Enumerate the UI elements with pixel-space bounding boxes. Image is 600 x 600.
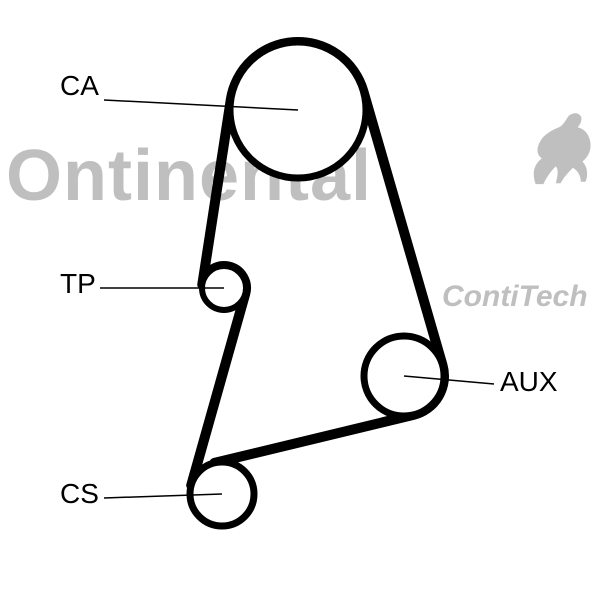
label-tp: TP bbox=[60, 268, 96, 300]
label-ca: CA bbox=[60, 70, 99, 102]
label-aux: AUX bbox=[500, 366, 558, 398]
pulley-group bbox=[190, 42, 444, 526]
label-cs: CS bbox=[60, 478, 99, 510]
diagram-stage: Ontinental ContiTech CA TP AUX CS bbox=[0, 0, 600, 600]
